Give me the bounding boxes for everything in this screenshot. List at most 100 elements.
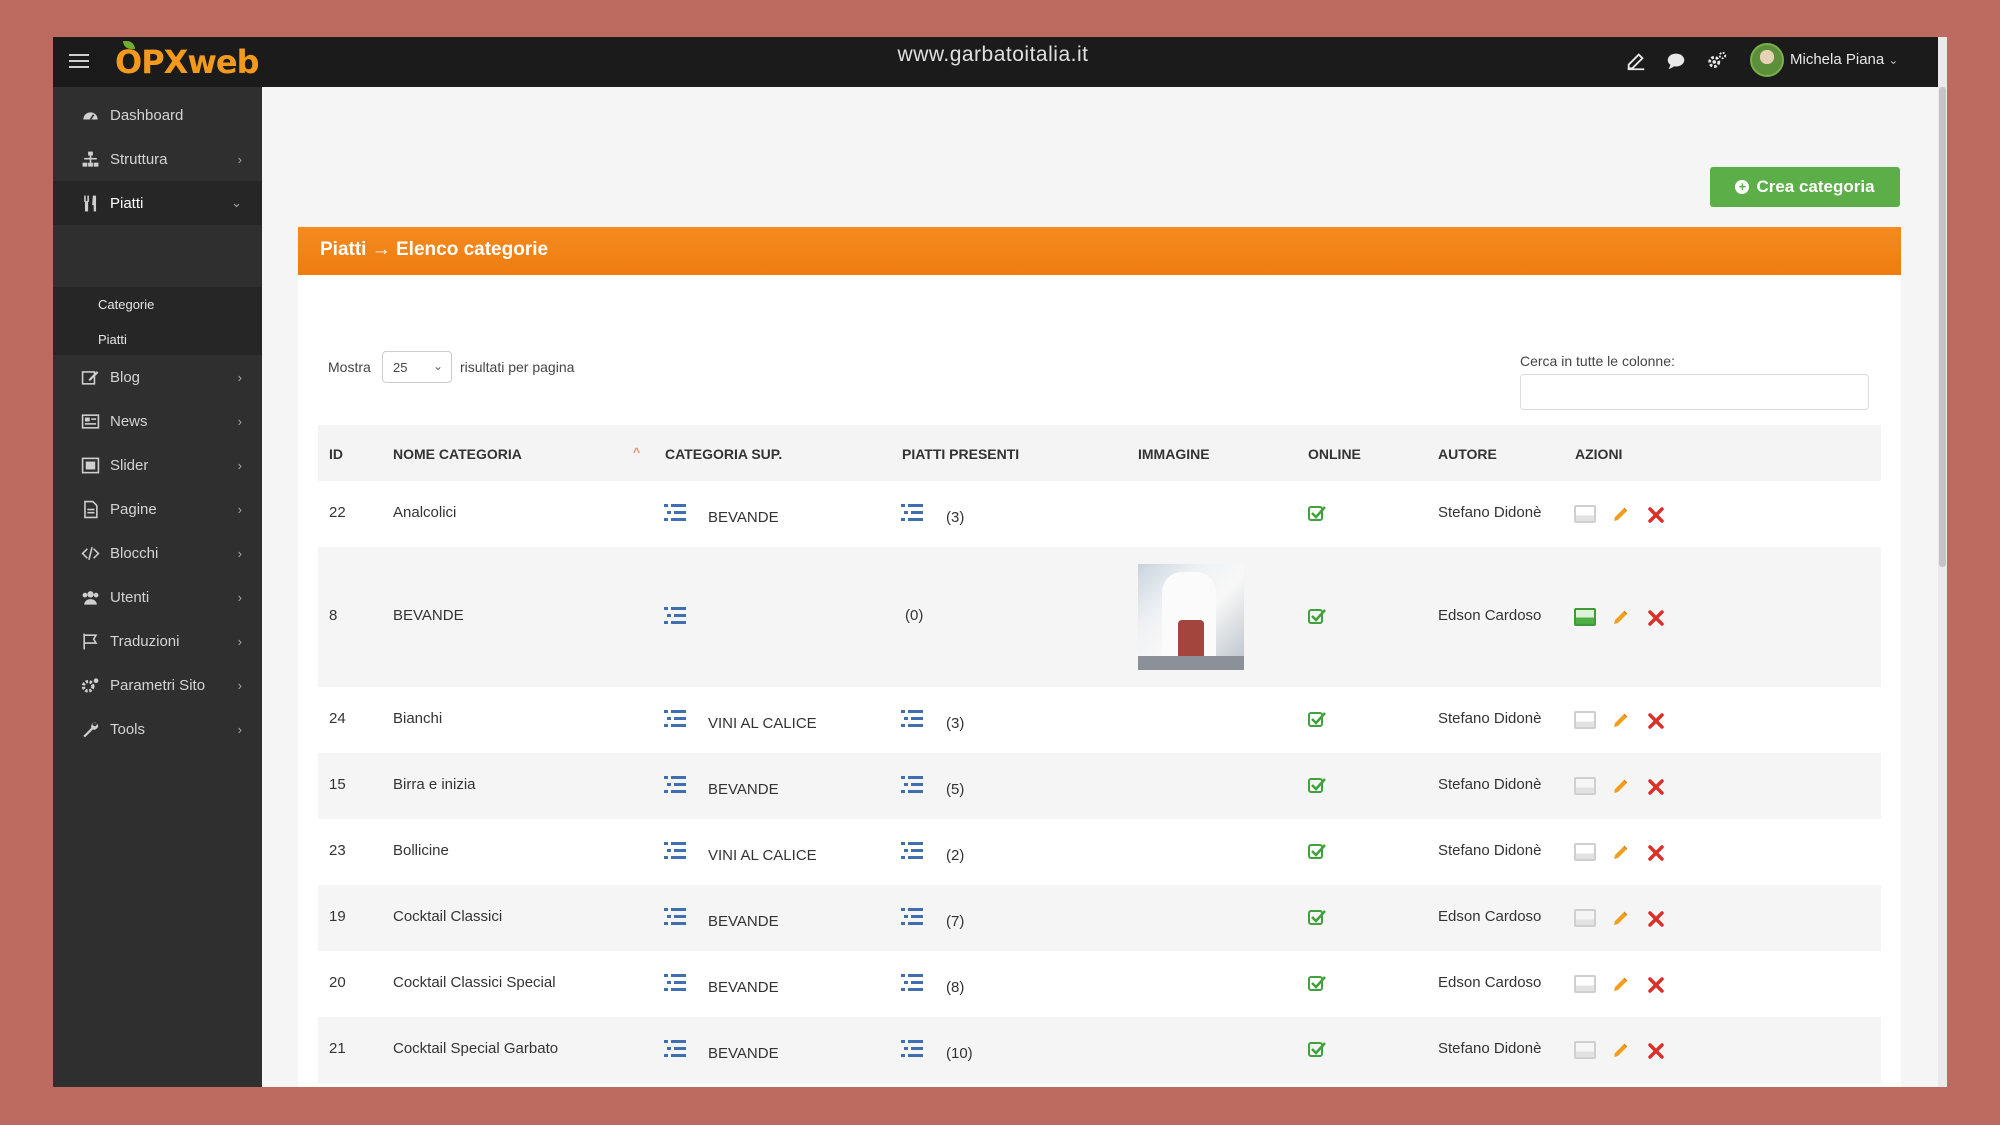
logo[interactable]: OPXweb: [115, 41, 259, 81]
list-icon[interactable]: [664, 776, 686, 794]
header-nome-categoria[interactable]: NOME CATEGORIA: [393, 446, 522, 462]
image-icon[interactable]: [1574, 909, 1596, 927]
list-icon[interactable]: [901, 1040, 923, 1058]
delete-icon[interactable]: [1648, 911, 1664, 927]
dashboard-icon: [80, 105, 100, 125]
online-check-icon[interactable]: [1308, 710, 1326, 728]
cell-categoria-sup: BEVANDE: [708, 913, 779, 930]
edit-pencil-icon[interactable]: [1612, 843, 1630, 861]
header-immagine[interactable]: IMMAGINE: [1138, 446, 1210, 462]
sidebar-item-label: Piatti: [110, 194, 144, 212]
list-icon[interactable]: [901, 776, 923, 794]
edit-pencil-icon[interactable]: [1612, 777, 1630, 795]
header-piatti-presenti[interactable]: PIATTI PRESENTI: [902, 446, 1020, 462]
header-autore[interactable]: AUTORE: [1438, 446, 1497, 462]
online-check-icon[interactable]: [1308, 504, 1326, 522]
sidebar-item-label: Struttura: [110, 150, 168, 168]
cell-autore: Edson Cardoso: [1438, 908, 1542, 925]
site-url[interactable]: www.garbatoitalia.it: [897, 43, 1089, 66]
delete-icon[interactable]: [1648, 1043, 1664, 1059]
submenu-item-categorie[interactable]: Categorie: [98, 297, 155, 312]
edit-pencil-icon[interactable]: [1612, 608, 1630, 626]
sidebar-item-blog[interactable]: Blog ›: [53, 355, 262, 399]
online-check-icon[interactable]: [1308, 908, 1326, 926]
sidebar-item-label: Tools: [110, 720, 146, 738]
list-icon[interactable]: [664, 607, 686, 625]
user-menu[interactable]: Michela Piana ⌄: [1790, 51, 1898, 68]
image-icon[interactable]: [1574, 711, 1596, 729]
cell-nome-categoria: Birra e inizia: [393, 776, 476, 793]
page-size-select[interactable]: 25 ⌄: [382, 351, 452, 383]
table-row: 20 Cocktail Classici Special BEVANDE (8) Eds…: [318, 951, 1881, 1017]
online-check-icon[interactable]: [1308, 842, 1326, 860]
online-check-icon[interactable]: [1308, 974, 1326, 992]
edit-pencil-icon[interactable]: [1612, 909, 1630, 927]
image-icon[interactable]: [1574, 777, 1596, 795]
list-icon[interactable]: [664, 908, 686, 926]
scrollbar[interactable]: [1938, 37, 1947, 1087]
cell-piatti-presenti: (10): [946, 1045, 973, 1062]
delete-icon[interactable]: [1648, 779, 1664, 795]
sidebar-item-slider[interactable]: Slider ›: [53, 443, 262, 487]
category-thumbnail[interactable]: [1138, 564, 1244, 670]
list-icon[interactable]: [664, 710, 686, 728]
sidebar-item-utenti[interactable]: Utenti ›: [53, 575, 262, 619]
settings-icon[interactable]: [1704, 48, 1730, 74]
list-icon[interactable]: [901, 710, 923, 728]
header-online[interactable]: ONLINE: [1308, 446, 1361, 462]
image-icon[interactable]: [1574, 505, 1596, 523]
list-icon[interactable]: [664, 1040, 686, 1058]
edit-pencil-icon[interactable]: [1612, 505, 1630, 523]
sidebar-item-traduzioni[interactable]: Traduzioni ›: [53, 619, 262, 663]
header-categoria-sup[interactable]: CATEGORIA SUP.: [665, 446, 783, 462]
online-check-icon[interactable]: [1308, 607, 1326, 625]
chat-icon[interactable]: [1663, 48, 1689, 74]
list-icon[interactable]: [901, 504, 923, 522]
image-icon[interactable]: [1574, 608, 1596, 626]
create-category-button[interactable]: + Crea categoria: [1710, 167, 1900, 207]
delete-icon[interactable]: [1648, 845, 1664, 861]
sidebar-item-parametri-sito[interactable]: Parametri Sito ›: [53, 663, 262, 707]
submenu-item-piatti[interactable]: Piatti: [98, 332, 127, 347]
delete-icon[interactable]: [1648, 507, 1664, 523]
sidebar-item-pagine[interactable]: Pagine ›: [53, 487, 262, 531]
cell-categoria-sup: BEVANDE: [708, 509, 779, 526]
edit-pencil-icon[interactable]: [1612, 1041, 1630, 1059]
image-icon[interactable]: [1574, 843, 1596, 861]
online-check-icon[interactable]: [1308, 776, 1326, 794]
list-icon[interactable]: [901, 842, 923, 860]
hamburger-menu-icon[interactable]: [69, 50, 89, 72]
edit-pencil-icon[interactable]: [1612, 975, 1630, 993]
chevron-icon: ›: [237, 457, 242, 473]
sidebar-item-news[interactable]: News ›: [53, 399, 262, 443]
file-icon: [80, 499, 100, 519]
list-icon[interactable]: [664, 504, 686, 522]
user-avatar[interactable]: [1750, 43, 1784, 77]
edit-pencil-icon[interactable]: [1612, 711, 1630, 729]
delete-icon[interactable]: [1648, 977, 1664, 993]
edit-icon[interactable]: [1623, 48, 1649, 74]
list-icon[interactable]: [901, 974, 923, 992]
header-id[interactable]: ID: [329, 446, 343, 462]
delete-icon[interactable]: [1648, 713, 1664, 729]
cell-nome-categoria: BEVANDE: [393, 607, 464, 624]
page-size-value: 25: [393, 360, 408, 375]
image-icon[interactable]: [1574, 975, 1596, 993]
sidebar-item-tools[interactable]: Tools ›: [53, 707, 262, 751]
chevron-icon: ›: [237, 589, 242, 605]
image-icon[interactable]: [1574, 1041, 1596, 1059]
list-icon[interactable]: [664, 974, 686, 992]
sidebar-item-struttura[interactable]: Struttura ›: [53, 137, 262, 181]
sidebar-item-dashboard[interactable]: Dashboard: [53, 93, 262, 137]
sort-asc-icon[interactable]: ^: [633, 445, 641, 459]
sidebar-item-blocchi[interactable]: Blocchi ›: [53, 531, 262, 575]
online-check-icon[interactable]: [1308, 1040, 1326, 1058]
sidebar-item-piatti[interactable]: Piatti ⌄: [53, 181, 262, 225]
search-input[interactable]: [1520, 374, 1869, 410]
list-icon[interactable]: [664, 842, 686, 860]
chevron-down-icon: ⌄: [432, 359, 443, 373]
app-window: OPXweb www.garbatoitalia.it Michela Pian…: [53, 37, 1947, 1087]
list-icon[interactable]: [901, 908, 923, 926]
delete-icon[interactable]: [1648, 610, 1664, 626]
scrollbar-thumb[interactable]: [1939, 87, 1946, 567]
